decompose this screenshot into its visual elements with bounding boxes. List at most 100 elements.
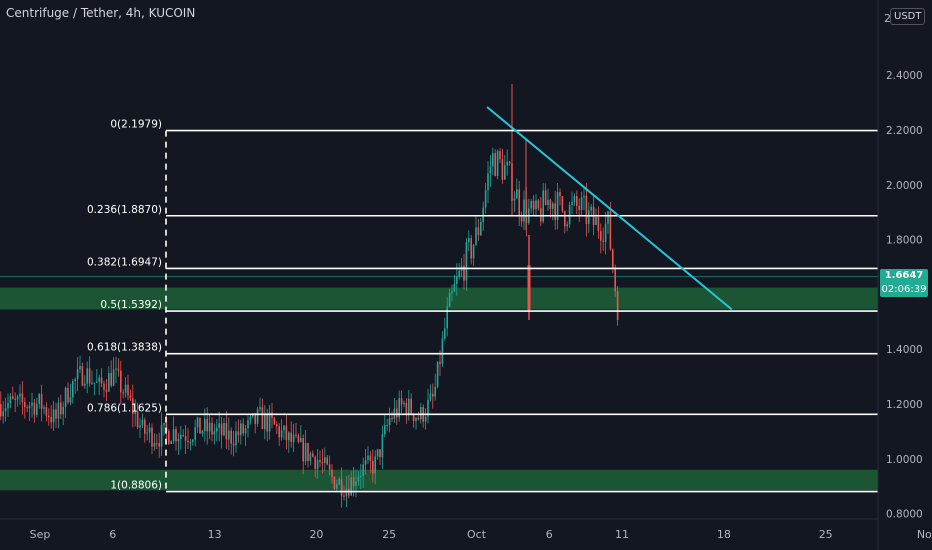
candle-body	[420, 407, 422, 420]
candle-body	[139, 425, 141, 428]
candle-body	[93, 382, 96, 384]
candle-body	[201, 431, 204, 434]
candle-body	[494, 153, 496, 176]
candle-body	[21, 393, 24, 403]
candle-body	[372, 460, 374, 474]
candle-body	[38, 393, 40, 404]
currency-badge[interactable]: USDT	[890, 8, 926, 25]
candle-body	[312, 453, 314, 457]
candle-body	[448, 293, 451, 307]
candle-body	[340, 478, 343, 496]
fibonacci-layer[interactable]: 0(2.1979) 0.236(1.8870) 0.382(1.6947) 0.5(1…	[87, 119, 878, 493]
candle-body	[580, 197, 583, 210]
candle-body	[12, 396, 14, 399]
candle-body	[64, 387, 67, 407]
candle-body	[292, 434, 295, 442]
candle-body	[360, 475, 362, 478]
candle-body	[67, 387, 69, 403]
candle-body	[280, 430, 283, 438]
time-tick-label: 25	[382, 528, 396, 541]
candle-body	[36, 403, 38, 415]
candle-body	[583, 195, 585, 198]
candle-body	[175, 429, 177, 442]
candle-body	[302, 438, 304, 462]
candle-body	[446, 306, 448, 329]
candle-body	[544, 190, 547, 206]
candle-body	[338, 478, 340, 485]
candle-body	[355, 481, 357, 487]
candle-body	[76, 369, 79, 380]
candle-body	[91, 382, 93, 384]
candle-body	[26, 407, 28, 409]
last-price-tag: 1.6647	[880, 269, 928, 283]
candle-body	[374, 456, 376, 474]
candle-body	[304, 443, 307, 462]
candle-body	[412, 414, 415, 422]
candle-body	[124, 384, 127, 393]
candle-body	[439, 361, 441, 364]
time-axis[interactable]: Sep 6 13 20 25 Oct 6 11 18 25 Nov	[30, 528, 932, 541]
time-tick-label: 11	[615, 528, 629, 541]
candle-body	[434, 386, 436, 397]
price-tick-label: 1.8000	[886, 235, 923, 247]
candle-body	[129, 395, 132, 399]
candle-body	[189, 441, 192, 443]
candle-body	[266, 413, 268, 432]
candle-body	[616, 291, 619, 321]
countdown-tag: 02:06:39	[880, 283, 928, 297]
candle-body	[144, 419, 146, 434]
candle-body	[364, 460, 367, 465]
candle-body	[530, 201, 532, 209]
trendline-layer[interactable]	[486, 106, 733, 311]
time-tick-label: 13	[208, 528, 222, 541]
candle-body	[350, 477, 352, 496]
candle-body	[103, 383, 105, 390]
candle-body	[468, 238, 470, 243]
price-tick-label: 2.0000	[886, 180, 923, 192]
candle-body	[331, 469, 333, 477]
candle-body	[187, 440, 189, 443]
candle-body	[24, 402, 26, 408]
candle-body	[477, 227, 480, 236]
candle-body	[396, 408, 398, 418]
candle-body	[328, 464, 331, 470]
candle-body	[110, 373, 112, 386]
candle-body	[28, 405, 31, 409]
candle-body	[463, 265, 465, 281]
candle-body	[206, 418, 208, 432]
candle-body	[122, 392, 124, 394]
candle-body	[556, 192, 559, 220]
time-tick-label: Oct	[467, 528, 487, 541]
candles-layer	[0, 84, 619, 508]
fib-level-label: 0.5(1.5392)	[100, 299, 162, 311]
candle-body	[559, 192, 561, 197]
time-tick-label: 18	[717, 528, 731, 541]
candle-body	[271, 412, 273, 419]
trendline[interactable]	[486, 106, 733, 311]
candle-body	[45, 407, 48, 416]
symbol-title: Centrifuge / Tether, 4h, KUCOIN	[6, 6, 196, 20]
candle-body	[151, 427, 153, 447]
candle-body	[314, 456, 316, 469]
candle-body	[283, 425, 285, 431]
candle-body	[595, 216, 597, 226]
candle-body	[7, 402, 9, 409]
candle-body	[535, 200, 537, 210]
candle-body	[537, 200, 540, 209]
candle-body	[527, 265, 531, 310]
candle-body	[506, 161, 508, 166]
candle-body	[398, 398, 400, 418]
candle-body	[381, 434, 384, 458]
support-zone-0	[0, 287, 878, 310]
candle-body	[218, 423, 220, 428]
candle-body	[81, 366, 84, 386]
candle-body	[357, 477, 360, 482]
price-axis[interactable]: 2.4000 2.2000 2.0000 1.8000 1.4000 1.2000 1.00…	[886, 70, 923, 520]
candle-body	[352, 477, 355, 487]
time-tick-label: Nov	[917, 528, 932, 541]
candle-body	[33, 402, 36, 415]
candle-body	[127, 384, 129, 396]
candle-body	[4, 408, 7, 412]
fib-level-label: 0.236(1.8870)	[87, 204, 162, 216]
